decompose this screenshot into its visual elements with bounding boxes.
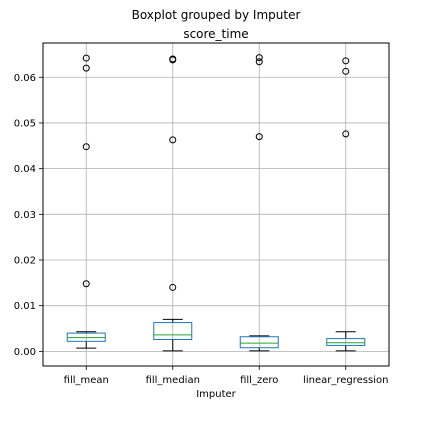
tick-layer: 0.00 0.01 0.02 0.03 0.04 0.05 0.06 fill_mean fil… (14, 73, 389, 386)
y-tick-label: 0.02 (14, 256, 36, 267)
chart-suptitle: Boxplot grouped by Imputer (132, 8, 301, 22)
x-tick-label: fill_mean (64, 375, 109, 386)
chart-title: score_time (183, 27, 248, 41)
box-layer (66, 54, 366, 352)
iqr-box (239, 336, 279, 349)
grid-layer (43, 43, 389, 366)
iqr-box (326, 338, 366, 346)
outlier-point (342, 67, 350, 75)
outlier-point (82, 280, 90, 288)
outlier-point (255, 58, 263, 66)
plot-area-frame (42, 42, 390, 367)
outlier-point (82, 54, 90, 62)
y-tick-label: 0.01 (14, 301, 36, 312)
box-group-fill_zero (239, 54, 279, 352)
y-tick-label: 0.06 (14, 73, 36, 84)
outlier-point (342, 57, 350, 65)
y-tick-label: 0.00 (14, 347, 36, 358)
box-group-linear_regression (326, 57, 366, 352)
outlier-point (169, 55, 177, 63)
outlier-point (342, 130, 350, 138)
outlier-point (82, 143, 90, 151)
box-group-fill_median (153, 55, 193, 352)
x-tick-label: fill_median (146, 375, 200, 386)
iqr-box (153, 322, 193, 341)
box-group-fill_mean (66, 54, 106, 349)
outlier-point (255, 54, 263, 62)
y-tick-label: 0.05 (14, 118, 36, 129)
outlier-point (169, 136, 177, 144)
x-axis-label: Imputer (196, 389, 236, 400)
outlier-point (169, 283, 177, 291)
outlier-point (255, 133, 263, 141)
y-tick-label: 0.04 (14, 164, 36, 175)
x-tick-label: fill_zero (240, 375, 278, 386)
y-tick-label: 0.03 (14, 210, 36, 221)
outlier-point (82, 64, 90, 72)
x-tick-label: linear_regression (303, 375, 388, 386)
